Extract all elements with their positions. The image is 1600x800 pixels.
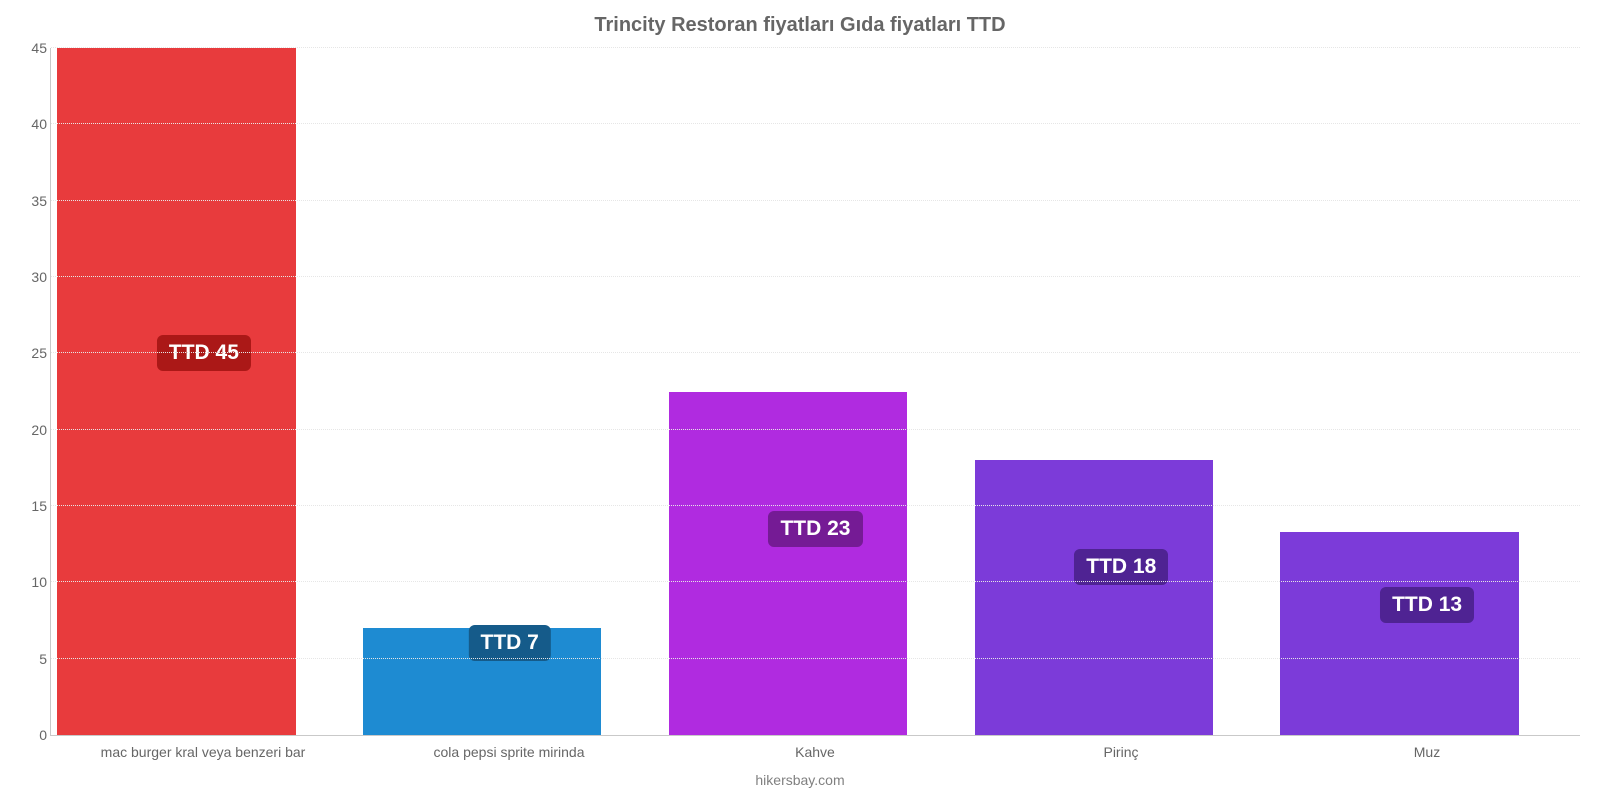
y-tick-label: 45 [13, 41, 47, 55]
gridline [51, 658, 1580, 659]
y-axis: 051015202530354045 [13, 48, 47, 735]
bar [1280, 532, 1519, 735]
x-tick-label: cola pepsi sprite mirinda [356, 744, 662, 760]
value-badge: TTD 45 [157, 335, 251, 371]
gridline [51, 581, 1580, 582]
attribution-text: hikersbay.com [0, 772, 1600, 788]
bar-slot: TTD 45 [51, 48, 357, 735]
value-badge: TTD 13 [1380, 587, 1474, 623]
bar [57, 48, 296, 735]
x-tick-label: Kahve [662, 744, 968, 760]
value-badge: TTD 7 [469, 625, 551, 661]
gridline [51, 47, 1580, 48]
gridline [51, 276, 1580, 277]
bar-slot: TTD 23 [663, 48, 969, 735]
value-badge: TTD 23 [768, 511, 862, 547]
y-tick-label: 35 [13, 194, 47, 208]
y-tick-label: 5 [13, 652, 47, 666]
gridline [51, 200, 1580, 201]
x-tick-label: Muz [1274, 744, 1580, 760]
bar-slot: TTD 13 [1274, 48, 1580, 735]
gridline [51, 429, 1580, 430]
y-tick-label: 10 [13, 575, 47, 589]
y-tick-label: 20 [13, 423, 47, 437]
x-tick-label: Pirinç [968, 744, 1274, 760]
bar [975, 460, 1214, 735]
y-tick-label: 25 [13, 346, 47, 360]
plot-area: 051015202530354045 TTD 45TTD 7TTD 23TTD … [50, 48, 1580, 736]
y-tick-label: 0 [13, 728, 47, 742]
gridline [51, 352, 1580, 353]
bars-container: TTD 45 TTD 7 TTD 23 TTD 18 TTD 13 [51, 48, 1580, 735]
y-tick-label: 40 [13, 117, 47, 131]
x-axis-labels: mac burger kral veya benzeri barcola pep… [50, 744, 1580, 760]
bar [669, 392, 908, 736]
value-badge: TTD 18 [1074, 549, 1168, 585]
y-tick-label: 30 [13, 270, 47, 284]
bar-chart: Trincity Restoran fiyatları Gıda fiyatla… [0, 0, 1600, 800]
bar-slot: TTD 18 [968, 48, 1274, 735]
y-tick-label: 15 [13, 499, 47, 513]
gridline [51, 123, 1580, 124]
x-tick-label: mac burger kral veya benzeri bar [50, 744, 356, 760]
bar-slot: TTD 7 [357, 48, 663, 735]
chart-title: Trincity Restoran fiyatları Gıda fiyatla… [0, 0, 1600, 41]
gridline [51, 505, 1580, 506]
plot-outer: 051015202530354045 TTD 45TTD 7TTD 23TTD … [50, 48, 1580, 736]
